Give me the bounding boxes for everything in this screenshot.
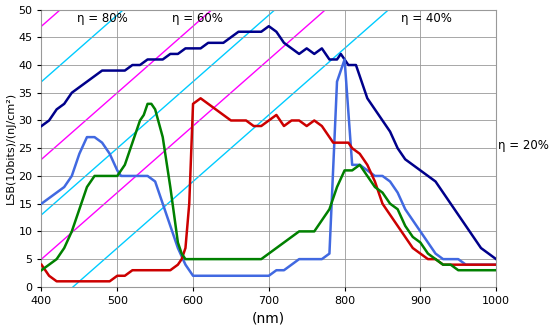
Y-axis label: LSB(10bits)/(nJ/cm²): LSB(10bits)/(nJ/cm²) <box>6 92 16 204</box>
Text: η = 80%: η = 80% <box>77 12 127 25</box>
Text: η = 60%: η = 60% <box>172 12 223 25</box>
Text: η = 40%: η = 40% <box>401 12 452 25</box>
X-axis label: (nm): (nm) <box>252 311 285 325</box>
Text: η = 20%: η = 20% <box>497 139 548 152</box>
